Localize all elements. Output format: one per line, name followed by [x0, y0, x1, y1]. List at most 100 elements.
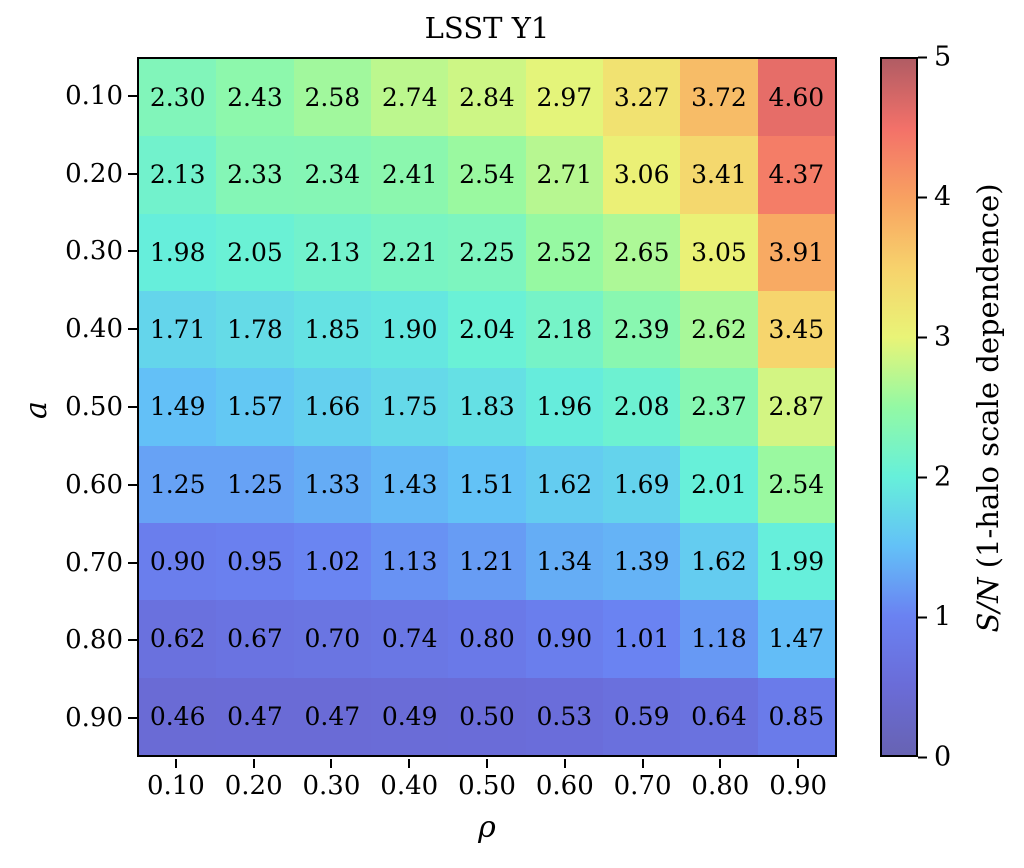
heatmap-cell: 2.13 [139, 136, 217, 214]
heatmap-cell: 0.47 [293, 677, 371, 755]
heatmap-cell: 2.33 [216, 136, 294, 214]
y-tick-label: 0.70 [65, 547, 123, 578]
y-tick-label: 0.90 [65, 703, 123, 734]
heatmap-cell: 2.01 [680, 445, 758, 523]
x-tick: 0.40 [370, 759, 448, 801]
heatmap-cell: 1.13 [371, 523, 449, 601]
heatmap-cell: 3.27 [603, 59, 681, 137]
heatmap-cell: 2.05 [216, 213, 294, 291]
y-tick-mark [128, 717, 137, 720]
heatmap-cell: 1.96 [525, 368, 603, 446]
heatmap-cell: 1.01 [603, 600, 681, 678]
heatmap-cell: 0.59 [603, 677, 681, 755]
y-tick: 0.40 [0, 290, 137, 368]
heatmap-cell: 2.13 [293, 213, 371, 291]
heatmap-cell: 0.80 [448, 600, 526, 678]
y-tick-label: 0.10 [65, 80, 123, 111]
y-tick: 0.20 [0, 135, 137, 213]
heatmap-cell: 0.62 [139, 600, 217, 678]
colorbar-ticks: 0 1 2 3 4 5 [918, 42, 988, 773]
colorbar-tick-label: 3 [934, 321, 952, 353]
x-tick-mark [252, 759, 255, 768]
heatmap-cell: 2.65 [603, 213, 681, 291]
heatmap-cell: 1.57 [216, 368, 294, 446]
heatmap-cell: 1.78 [216, 291, 294, 369]
x-tick-mark [641, 759, 644, 768]
y-tick-mark [128, 94, 137, 97]
colorbar-tick-label: 2 [934, 461, 952, 493]
heatmap-cell: 2.43 [216, 59, 294, 137]
colorbar-tick: 1 [918, 602, 951, 633]
x-tick: 0.30 [293, 759, 371, 801]
heatmap-cell: 3.72 [680, 59, 758, 137]
colorbar-tick-mark [918, 336, 927, 338]
heatmap-cell: 2.97 [525, 59, 603, 137]
x-tick-label: 0.20 [224, 771, 283, 801]
colorbar-label-math: S/N [971, 577, 1005, 633]
heatmap-cell: 1.62 [525, 445, 603, 523]
heatmap-cell: 3.91 [757, 213, 835, 291]
heatmap-cell: 2.21 [371, 213, 449, 291]
heatmap-cell: 1.98 [139, 213, 217, 291]
heatmap-cell: 0.67 [216, 600, 294, 678]
y-tick: 0.90 [0, 679, 137, 757]
heatmap-cell: 3.45 [757, 291, 835, 369]
heatmap-cell: 0.46 [139, 677, 217, 755]
x-tick: 0.90 [759, 759, 837, 801]
heatmap-cell: 3.06 [603, 136, 681, 214]
heatmap-cell: 2.41 [371, 136, 449, 214]
colorbar-tick-mark [918, 616, 927, 618]
heatmap-cell: 2.54 [757, 445, 835, 523]
colorbar-tick-mark [918, 756, 927, 758]
heatmap-cell: 0.90 [525, 600, 603, 678]
x-tick-mark [563, 759, 566, 768]
heatmap-cell: 1.18 [680, 600, 758, 678]
chart-title: LSST Y1 [424, 11, 550, 45]
y-tick-label: 0.30 [65, 236, 123, 267]
y-axis-label: a [19, 401, 54, 419]
y-tick-label: 0.80 [65, 625, 123, 656]
x-tick-label: 0.60 [535, 771, 594, 801]
y-tick: 0.50 [0, 368, 137, 446]
heatmap-cell: 1.85 [293, 291, 371, 369]
heatmap-cell: 2.71 [525, 136, 603, 214]
colorbar-tick: 3 [918, 322, 951, 353]
y-tick-mark [128, 561, 137, 564]
heatmap-cell: 1.43 [371, 445, 449, 523]
colorbar-tick-label: 4 [934, 181, 952, 213]
colorbar-tick: 2 [918, 462, 951, 493]
colorbar-label: S/N (1-halo scale dependence) [971, 98, 1005, 718]
y-tick-label: 0.50 [65, 392, 123, 423]
y-tick-label: 0.20 [65, 158, 123, 189]
x-tick-mark [797, 759, 800, 768]
heatmap-cell: 2.39 [603, 291, 681, 369]
y-tick-mark [128, 639, 137, 642]
x-tick: 0.80 [681, 759, 759, 801]
x-tick-label: 0.10 [146, 771, 205, 801]
colorbar-tick-mark [918, 56, 927, 58]
y-tick-mark [128, 483, 137, 486]
heatmap-cell: 0.74 [371, 600, 449, 678]
y-tick: 0.30 [0, 213, 137, 291]
x-tick: 0.60 [526, 759, 604, 801]
heatmap-cell: 2.34 [293, 136, 371, 214]
y-tick: 0.10 [0, 57, 137, 135]
x-tick-label: 0.70 [613, 771, 672, 801]
heatmap-cell: 2.18 [525, 291, 603, 369]
heatmap-cell: 0.53 [525, 677, 603, 755]
x-tick-label: 0.50 [458, 771, 516, 801]
heatmap-cell: 1.39 [603, 523, 681, 601]
heatmap-cell: 4.37 [757, 136, 835, 214]
heatmap-cell: 1.34 [525, 523, 603, 601]
x-tick-label: 0.90 [769, 771, 828, 801]
heatmap-cell: 1.69 [603, 445, 681, 523]
heatmap-cell: 2.62 [680, 291, 758, 369]
heatmap-cell: 3.41 [680, 136, 758, 214]
heatmap-cell: 2.04 [448, 291, 526, 369]
heatmap-cell: 3.05 [680, 213, 758, 291]
heatmap-cell: 2.52 [525, 213, 603, 291]
heatmap-cell: 1.02 [293, 523, 371, 601]
heatmap-cell: 0.49 [371, 677, 449, 755]
colorbar-tick-label: 5 [934, 41, 952, 73]
colorbar-tick-mark [918, 196, 927, 198]
